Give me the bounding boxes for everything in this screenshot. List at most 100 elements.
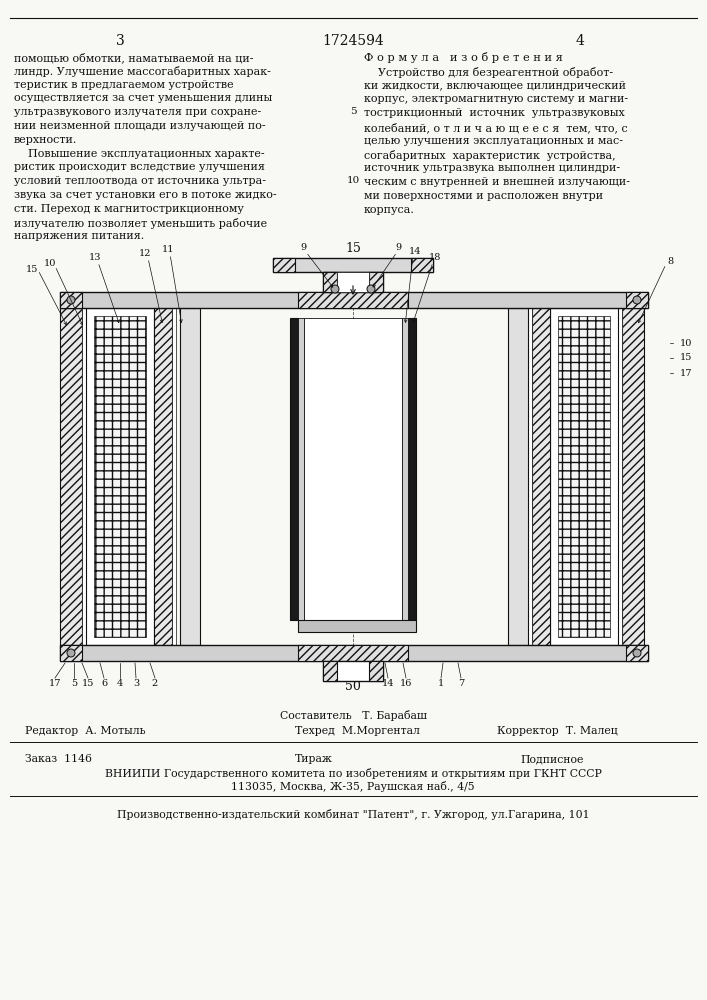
Text: ристик происходит вследствие улучшения: ристик происходит вследствие улучшения — [14, 162, 265, 172]
Bar — [94, 316, 146, 637]
Text: верхности.: верхности. — [14, 135, 77, 145]
Bar — [290, 318, 298, 620]
Text: 50: 50 — [345, 680, 361, 693]
Circle shape — [633, 649, 641, 657]
Bar — [60, 645, 82, 661]
Bar — [172, 308, 176, 645]
Text: 14: 14 — [382, 678, 395, 688]
Text: ки жидкости, включающее цилиндрический: ки жидкости, включающее цилиндрический — [364, 81, 626, 91]
Bar — [323, 661, 337, 681]
Text: ультразвукового излучателя при сохране-: ультразвукового излучателя при сохране- — [14, 107, 262, 117]
Text: Корректор  Т. Малец: Корректор Т. Малец — [497, 726, 618, 736]
Bar — [323, 272, 383, 292]
Circle shape — [367, 285, 375, 293]
Text: 5: 5 — [71, 678, 77, 688]
Text: колебаний, о т л и ч а ю щ е е с я  тем, что, с: колебаний, о т л и ч а ю щ е е с я тем, … — [364, 122, 628, 133]
Text: Производственно-издательский комбинат "Патент", г. Ужгород, ул.Гагарина, 101: Производственно-издательский комбинат "П… — [117, 809, 590, 820]
Text: 3: 3 — [133, 678, 139, 688]
Bar — [298, 645, 408, 661]
Circle shape — [67, 296, 75, 304]
Bar — [298, 292, 408, 308]
Text: 9: 9 — [395, 243, 401, 252]
Text: 113035, Москва, Ж-35, Раушская наб., 4/5: 113035, Москва, Ж-35, Раушская наб., 4/5 — [231, 781, 475, 792]
Bar — [60, 292, 648, 308]
Bar — [622, 308, 644, 645]
Text: помощью обмотки, наматываемой на ци-: помощью обмотки, наматываемой на ци- — [14, 52, 254, 63]
Text: напряжения питания.: напряжения питания. — [14, 231, 144, 241]
Bar — [528, 308, 532, 645]
Text: линдр. Улучшение массогабаритных харак-: линдр. Улучшение массогабаритных харак- — [14, 66, 271, 77]
Bar — [558, 316, 610, 637]
Text: Повышение эксплуатационных характе-: Повышение эксплуатационных характе- — [14, 149, 264, 159]
Text: 10: 10 — [680, 338, 692, 348]
Text: 13: 13 — [89, 253, 101, 262]
Bar — [337, 272, 369, 292]
Text: 15: 15 — [26, 265, 38, 274]
Circle shape — [331, 285, 339, 293]
Text: согабаритных  характеристик  устройства,: согабаритных характеристик устройства, — [364, 150, 616, 161]
Text: 18: 18 — [429, 253, 441, 262]
Text: осуществляется за счет уменьшения длины: осуществляется за счет уменьшения длины — [14, 93, 272, 103]
Text: 7: 7 — [458, 678, 464, 688]
Text: 11: 11 — [162, 245, 174, 254]
Bar — [369, 661, 383, 681]
Bar — [626, 292, 648, 308]
Bar — [273, 258, 295, 272]
Bar — [154, 308, 172, 645]
Text: 8: 8 — [667, 257, 673, 266]
Text: нии неизменной площади излучающей по-: нии неизменной площади излучающей по- — [14, 121, 266, 131]
Bar — [82, 308, 86, 645]
Text: Заказ  1146: Заказ 1146 — [25, 754, 92, 764]
Bar — [550, 308, 618, 645]
Text: теристик в предлагаемом устройстве: теристик в предлагаемом устройстве — [14, 80, 233, 90]
Text: тострикционный  источник  ультразвуковых: тострикционный источник ультразвуковых — [364, 108, 625, 118]
Text: 5: 5 — [350, 107, 356, 116]
Bar — [60, 645, 648, 661]
Text: 15: 15 — [680, 354, 692, 362]
Bar — [298, 318, 304, 620]
Bar — [626, 645, 648, 661]
Circle shape — [633, 296, 641, 304]
Text: 3: 3 — [116, 34, 124, 48]
Text: 17: 17 — [679, 368, 692, 377]
Text: ВНИИПИ Государственного комитета по изобретениям и открытиям при ГКНТ СССР: ВНИИПИ Государственного комитета по изоб… — [105, 768, 602, 779]
Bar — [273, 258, 433, 272]
Text: 10: 10 — [346, 176, 360, 185]
Text: Тираж: Тираж — [295, 754, 333, 764]
Text: излучателю позволяет уменьшить рабочие: излучателю позволяет уменьшить рабочие — [14, 218, 267, 229]
Text: 4: 4 — [575, 34, 585, 48]
Bar — [304, 318, 402, 620]
Text: 1724594: 1724594 — [322, 34, 384, 48]
Bar — [532, 308, 550, 645]
Text: корпус, электромагнитную систему и магни-: корпус, электромагнитную систему и магни… — [364, 94, 628, 104]
Bar — [411, 258, 433, 272]
Text: 15: 15 — [345, 242, 361, 255]
Text: 4: 4 — [117, 678, 123, 688]
Text: 14: 14 — [409, 247, 421, 256]
Bar — [60, 308, 82, 645]
Bar — [408, 318, 416, 620]
Bar — [323, 661, 383, 681]
Bar — [508, 308, 528, 645]
Text: целью улучшения эксплуатационных и мас-: целью улучшения эксплуатационных и мас- — [364, 136, 623, 146]
Bar — [298, 620, 416, 632]
Text: Устройство для безреагентной обработ-: Устройство для безреагентной обработ- — [364, 67, 613, 78]
Bar — [86, 308, 154, 645]
Text: 2: 2 — [152, 678, 158, 688]
Text: Редактор  А. Мотыль: Редактор А. Мотыль — [25, 726, 146, 736]
Text: Техред  М.Моргентал: Техред М.Моргентал — [295, 726, 420, 736]
Text: Составитель   Т. Барабаш: Составитель Т. Барабаш — [279, 710, 426, 721]
Text: 9: 9 — [300, 243, 306, 252]
Text: Ф о р м у л а   и з о б р е т е н и я: Ф о р м у л а и з о б р е т е н и я — [364, 52, 563, 63]
Text: сти. Переход к магнитострикционному: сти. Переход к магнитострикционному — [14, 204, 244, 214]
Bar — [402, 318, 408, 620]
Text: 17: 17 — [49, 678, 62, 688]
Text: условий теплоотвода от источника ультра-: условий теплоотвода от источника ультра- — [14, 176, 266, 186]
Bar — [323, 272, 337, 292]
Text: источник ультразвука выполнен цилиндри-: источник ультразвука выполнен цилиндри- — [364, 163, 620, 173]
Text: 10: 10 — [44, 259, 56, 268]
Circle shape — [67, 649, 75, 657]
Text: 12: 12 — [139, 249, 151, 258]
Text: ческим с внутренней и внешней излучающи-: ческим с внутренней и внешней излучающи- — [364, 177, 630, 187]
Text: 16: 16 — [400, 678, 412, 688]
